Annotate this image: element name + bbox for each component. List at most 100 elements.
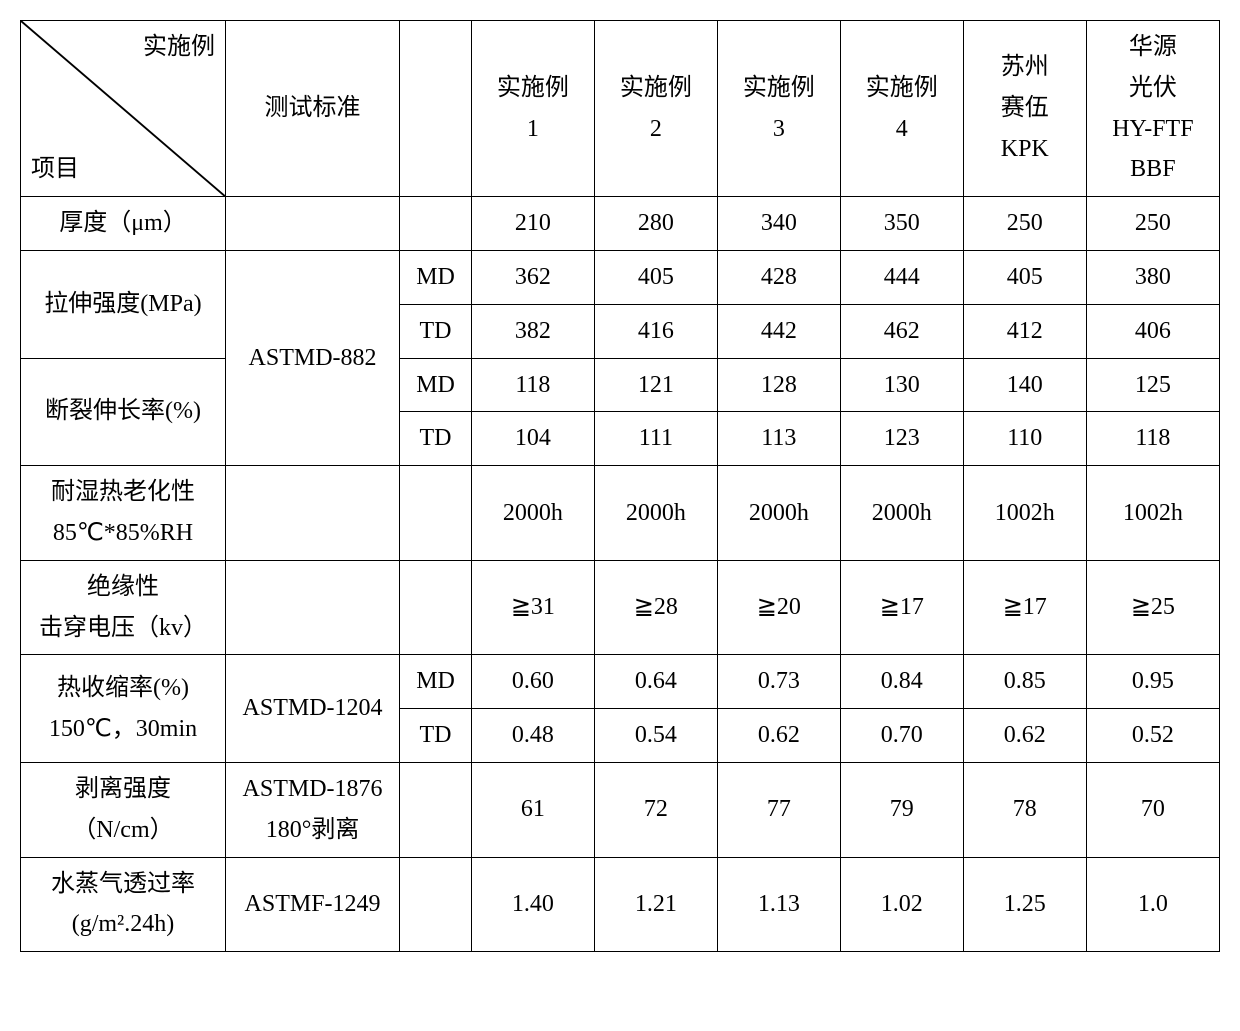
header-huayuan: 华源光伏HY-FTFBBF: [1086, 21, 1219, 197]
table-row: 断裂伸长率(%) MD 118 121 128 130 140 125: [21, 358, 1220, 412]
cell: 442: [717, 304, 840, 358]
cell: 0.52: [1086, 709, 1219, 763]
row-std: ASTMF-1249: [225, 857, 399, 952]
row-dir: [400, 197, 472, 251]
cell: ≧17: [963, 560, 1086, 655]
cell: 350: [840, 197, 963, 251]
row-label: 断裂伸长率(%): [21, 358, 226, 466]
cell: 416: [594, 304, 717, 358]
cell: 104: [471, 412, 594, 466]
cell: 428: [717, 250, 840, 304]
cell: 111: [594, 412, 717, 466]
row-dir: TD: [400, 412, 472, 466]
cell: 1002h: [1086, 466, 1219, 561]
cell: 1.25: [963, 857, 1086, 952]
row-dir: TD: [400, 304, 472, 358]
cell: 280: [594, 197, 717, 251]
cell: 1.40: [471, 857, 594, 952]
row-label: 热收缩率(%)150℃，30min: [21, 655, 226, 763]
cell: 118: [471, 358, 594, 412]
cell: 0.73: [717, 655, 840, 709]
row-std: ASTMD-1876180°剥离: [225, 762, 399, 857]
header-corner-top: 实施例: [143, 27, 215, 68]
cell: 2000h: [717, 466, 840, 561]
cell: 0.70: [840, 709, 963, 763]
cell: 340: [717, 197, 840, 251]
cell: 130: [840, 358, 963, 412]
row-dir: MD: [400, 655, 472, 709]
cell: 406: [1086, 304, 1219, 358]
row-label: 剥离强度（N/cm）: [21, 762, 226, 857]
cell: 2000h: [471, 466, 594, 561]
cell: 0.54: [594, 709, 717, 763]
cell: 1.21: [594, 857, 717, 952]
table-row: 热收缩率(%)150℃，30min ASTMD-1204 MD 0.60 0.6…: [21, 655, 1220, 709]
header-ex1: 实施例1: [471, 21, 594, 197]
header-test-standard: 测试标准: [225, 21, 399, 197]
cell: ≧25: [1086, 560, 1219, 655]
cell: 250: [963, 197, 1086, 251]
row-dir: TD: [400, 709, 472, 763]
table-row: 绝缘性击穿电压（kv） ≧31 ≧28 ≧20 ≧17 ≧17 ≧25: [21, 560, 1220, 655]
header-direction: [400, 21, 472, 197]
row-label: 拉伸强度(MPa): [21, 250, 226, 358]
row-dir: [400, 560, 472, 655]
cell: 128: [717, 358, 840, 412]
table-header-row: 实施例 项目 测试标准 实施例1 实施例2 实施例3 实施例4 苏州赛伍KPK …: [21, 21, 1220, 197]
cell: 405: [963, 250, 1086, 304]
cell: 380: [1086, 250, 1219, 304]
row-std: ASTMD-1204: [225, 655, 399, 763]
cell: 78: [963, 762, 1086, 857]
row-dir: [400, 762, 472, 857]
row-dir: MD: [400, 250, 472, 304]
table-row: 耐湿热老化性85℃*85%RH 2000h 2000h 2000h 2000h …: [21, 466, 1220, 561]
cell: 0.62: [717, 709, 840, 763]
header-corner-bottom: 项目: [31, 149, 79, 190]
header-corner-cell: 实施例 项目: [21, 21, 226, 197]
cell: 382: [471, 304, 594, 358]
cell: 0.48: [471, 709, 594, 763]
row-dir: MD: [400, 358, 472, 412]
row-std: [225, 466, 399, 561]
cell: 72: [594, 762, 717, 857]
header-ex3: 实施例3: [717, 21, 840, 197]
row-std: ASTMD-882: [225, 250, 399, 465]
cell: 113: [717, 412, 840, 466]
header-ex2: 实施例2: [594, 21, 717, 197]
cell: 2000h: [840, 466, 963, 561]
row-dir: [400, 466, 472, 561]
cell: 462: [840, 304, 963, 358]
table-row: 水蒸气透过率(g/m².24h) ASTMF-1249 1.40 1.21 1.…: [21, 857, 1220, 952]
row-label: 耐湿热老化性85℃*85%RH: [21, 466, 226, 561]
row-label: 厚度（μm）: [21, 197, 226, 251]
cell: 1002h: [963, 466, 1086, 561]
cell: 79: [840, 762, 963, 857]
row-label: 水蒸气透过率(g/m².24h): [21, 857, 226, 952]
table-row: 厚度（μm） 210 280 340 350 250 250: [21, 197, 1220, 251]
cell: 0.85: [963, 655, 1086, 709]
cell: 0.60: [471, 655, 594, 709]
cell: 412: [963, 304, 1086, 358]
table-row: 拉伸强度(MPa) ASTMD-882 MD 362 405 428 444 4…: [21, 250, 1220, 304]
cell: 0.62: [963, 709, 1086, 763]
cell: 140: [963, 358, 1086, 412]
cell: 0.84: [840, 655, 963, 709]
cell: 250: [1086, 197, 1219, 251]
cell: ≧17: [840, 560, 963, 655]
cell: ≧28: [594, 560, 717, 655]
cell: 1.02: [840, 857, 963, 952]
row-label: 绝缘性击穿电压（kv）: [21, 560, 226, 655]
cell: 61: [471, 762, 594, 857]
cell: 444: [840, 250, 963, 304]
material-properties-table: 实施例 项目 测试标准 实施例1 实施例2 实施例3 实施例4 苏州赛伍KPK …: [20, 20, 1220, 952]
cell: 121: [594, 358, 717, 412]
row-dir: [400, 857, 472, 952]
cell: 1.0: [1086, 857, 1219, 952]
cell: 210: [471, 197, 594, 251]
cell: 362: [471, 250, 594, 304]
row-std: [225, 560, 399, 655]
cell: 77: [717, 762, 840, 857]
header-suzhou: 苏州赛伍KPK: [963, 21, 1086, 197]
cell: 125: [1086, 358, 1219, 412]
cell: ≧20: [717, 560, 840, 655]
